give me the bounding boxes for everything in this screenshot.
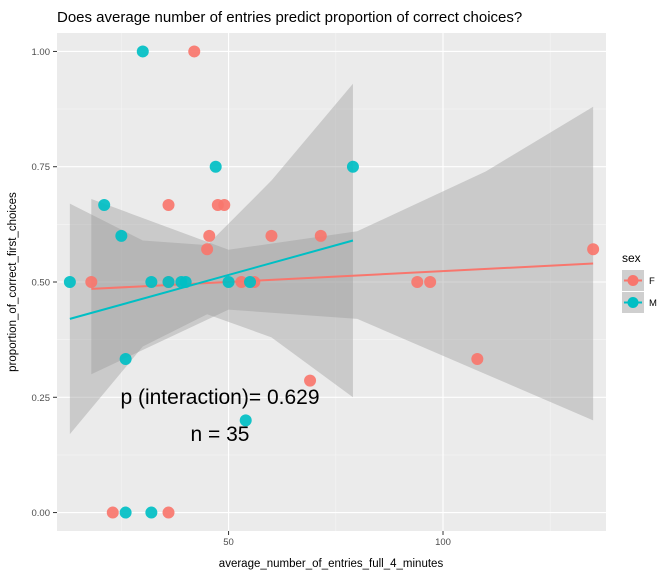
fit-line-M [69, 239, 354, 320]
data-point-F [188, 45, 201, 58]
data-point-M [222, 276, 235, 288]
data-point-F [265, 229, 278, 242]
legend-keys: FM [622, 270, 657, 313]
data-points [63, 45, 600, 519]
chart-title: Does average number of entries predict p… [57, 9, 522, 26]
data-point-F [218, 198, 231, 211]
legend-label: M [649, 298, 657, 309]
data-point-F [162, 198, 175, 211]
confidence-band-M [69, 83, 353, 435]
data-point-M [179, 276, 192, 288]
data-point-F [235, 276, 248, 288]
y-axis-title: proportion_of_correct_first_choices [7, 192, 19, 372]
y-tick-label: 0.75 [32, 162, 51, 173]
fit-line-F [91, 262, 594, 290]
x-axis-title: average_number_of_entries_full_4_minutes [219, 558, 444, 570]
y-tick-label: 0.50 [32, 278, 51, 289]
data-point-M [98, 198, 111, 211]
data-point-F [411, 276, 424, 288]
data-point-M [119, 353, 132, 366]
legend-key-point [627, 297, 639, 308]
data-point-F [201, 243, 214, 256]
confidence-band-F [91, 106, 594, 421]
data-point-F [424, 276, 437, 288]
data-point-F [471, 353, 484, 366]
data-point-F [85, 276, 98, 288]
y-tick-label: 0.25 [32, 393, 51, 404]
data-point-M [162, 276, 175, 288]
data-point-M [145, 506, 158, 519]
confidence-bands [69, 83, 594, 435]
annotation-text: p (interaction)= 0.629 [120, 386, 319, 409]
data-point-M [145, 276, 158, 288]
legend-label: F [649, 276, 655, 287]
grid [57, 33, 606, 531]
data-point-F [314, 229, 327, 242]
fit-lines [69, 239, 594, 320]
annotation-text: n = 35 [190, 423, 249, 446]
data-point-F [106, 506, 119, 519]
x-tick-label: 100 [435, 537, 451, 548]
legend-key-point [627, 275, 639, 286]
y-axis-ticks: 0.00 0.25 0.50 0.75 1.00 [32, 47, 57, 519]
data-point-M [244, 276, 257, 288]
data-point-F [203, 229, 216, 242]
data-point-F [304, 374, 317, 387]
data-point-M [209, 160, 222, 173]
y-tick-label: 0.00 [32, 508, 51, 519]
x-tick-label: 50 [223, 537, 234, 548]
annotations: p (interaction)= 0.629 n = 35 [120, 386, 319, 446]
data-point-M [239, 414, 252, 427]
data-point-M [63, 276, 76, 288]
legend-title: sex [622, 251, 641, 265]
data-point-M [136, 45, 149, 58]
legend: sex FM [622, 251, 657, 313]
data-point-M [115, 229, 128, 242]
data-point-M [119, 506, 132, 519]
data-point-F [587, 243, 600, 256]
data-point-F [162, 506, 175, 519]
x-axis-ticks: 50 100 [223, 531, 451, 548]
y-tick-label: 1.00 [32, 47, 51, 58]
data-point-M [346, 160, 359, 173]
